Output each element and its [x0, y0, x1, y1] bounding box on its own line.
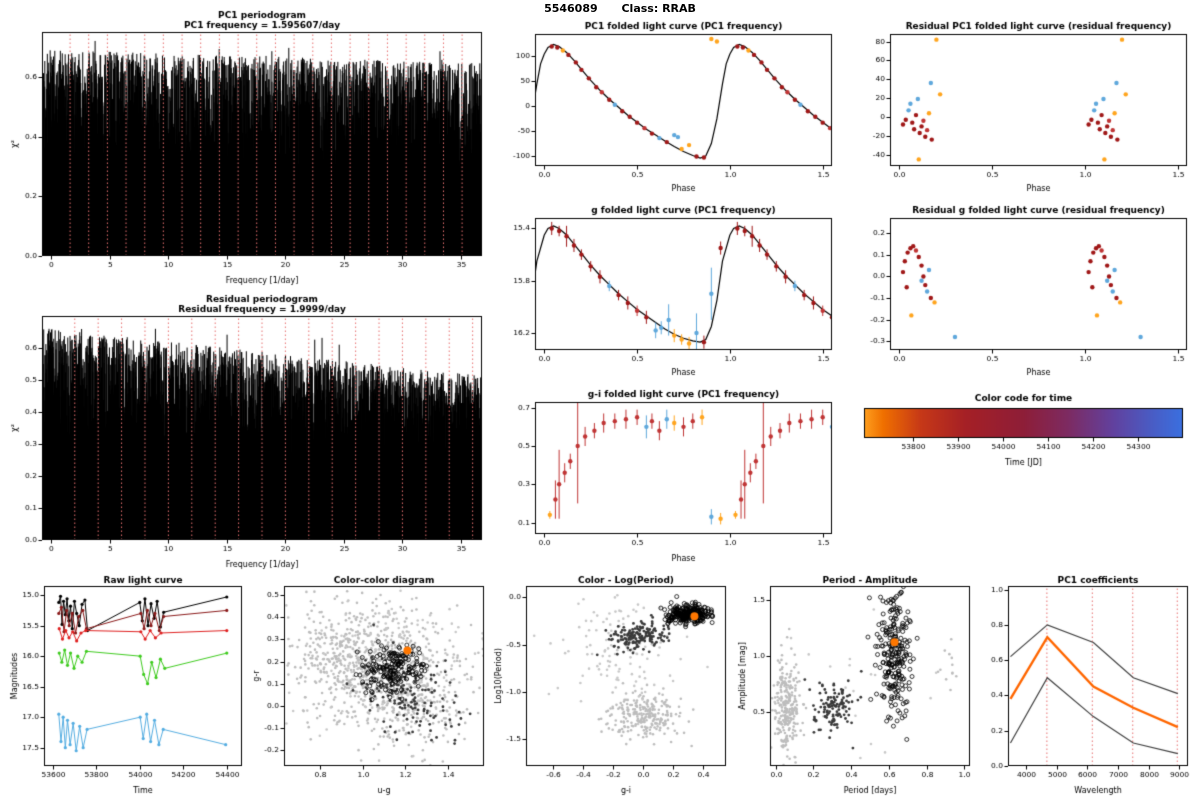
class-label: Class: RRAB: [621, 2, 696, 15]
panel-period-amplitude: [736, 572, 974, 796]
panel-color-color: [250, 572, 488, 796]
residual-pc1-folded-canvas: [852, 18, 1195, 194]
panel-residual-pc1-folded: [852, 18, 1195, 194]
pc1-folded-canvas: [497, 18, 840, 194]
g-folded-canvas: [497, 202, 840, 378]
panel-pc1-periodogram: [8, 8, 488, 286]
panel-pc1-coefficients: [978, 572, 1196, 796]
panel-time-colorbar: [852, 390, 1195, 468]
gi-folded-canvas: [497, 386, 840, 564]
color-logperiod-canvas: [492, 572, 730, 796]
figure-title: 5546089 Class: RRAB: [440, 2, 800, 15]
pc1-periodogram-canvas: [8, 8, 488, 286]
panel-color-logperiod: [492, 572, 730, 796]
pc1-coefficients-canvas: [978, 572, 1196, 796]
panel-residual-periodogram: [8, 292, 488, 570]
residual-periodogram-canvas: [8, 292, 488, 570]
time-colorbar-canvas: [852, 390, 1195, 468]
panel-g-folded: [497, 202, 840, 378]
star-id: 5546089: [544, 2, 598, 15]
raw-light-curve-canvas: [8, 572, 246, 796]
color-color-canvas: [250, 572, 488, 796]
period-amplitude-canvas: [736, 572, 974, 796]
panel-gi-folded: [497, 386, 840, 564]
panel-residual-g-folded: [852, 202, 1195, 378]
residual-g-folded-canvas: [852, 202, 1195, 378]
panel-raw-light-curve: [8, 572, 246, 796]
panel-pc1-folded: [497, 18, 840, 194]
